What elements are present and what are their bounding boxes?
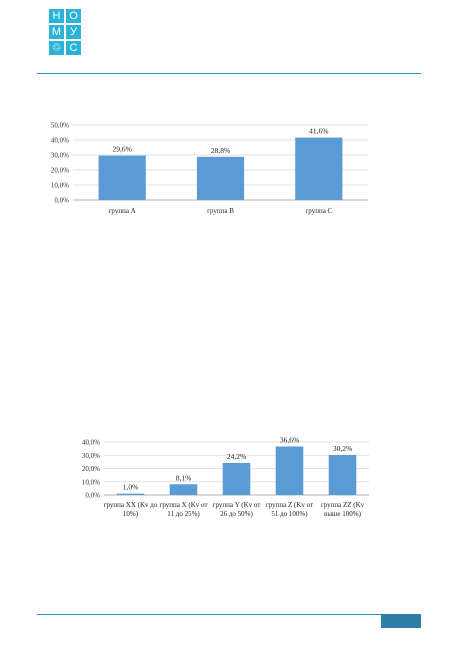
bar — [222, 462, 251, 495]
category-label-line: 51 до 100%) — [271, 510, 308, 518]
category-label: группа Z (Kv от 51 до 100%) — [266, 501, 313, 518]
data-label: 29,6% — [112, 145, 131, 154]
logo-letter: М — [49, 25, 64, 39]
y-tick-label: 40,0% — [82, 439, 100, 447]
data-label: 24,2% — [227, 452, 246, 461]
logo-letter: О — [66, 9, 81, 23]
bar — [196, 156, 245, 200]
bar — [275, 446, 304, 495]
category-label-line: группа С — [305, 207, 332, 215]
bar — [116, 493, 145, 495]
category-label-line: группа XX (Kv до — [104, 501, 158, 509]
y-tick-label: 40,0% — [51, 137, 69, 145]
category-label: группа Y (Kv от 26 до 50%) — [213, 501, 261, 518]
category-label-line: 26 до 50%) — [220, 510, 253, 518]
y-tick-label: 30,0% — [82, 452, 100, 460]
category-label-line: группа В — [207, 207, 234, 215]
y-tick-label: 0,0% — [54, 197, 69, 205]
page-number-tab — [381, 614, 421, 628]
y-tick-label: 10,0% — [51, 182, 69, 190]
category-label-line: 10%) — [123, 510, 139, 518]
data-label: 30,2% — [333, 444, 352, 453]
category-label: группа С — [305, 207, 332, 215]
category-label: группа А — [109, 207, 136, 215]
logo-letter: Н — [49, 9, 64, 23]
data-label: 1,0% — [123, 483, 139, 492]
category-label-line: группа А — [109, 207, 136, 215]
data-label: 41,6% — [309, 127, 328, 136]
category-label: группа В — [207, 207, 234, 215]
y-tick-label: 20,0% — [51, 167, 69, 175]
data-label: 8,1% — [176, 473, 192, 482]
category-label: группа X (Kv от 11 до 25%) — [159, 501, 207, 518]
bar — [169, 484, 198, 495]
category-label: группа XX (Kv до 10%) — [104, 501, 158, 518]
category-label-line: 11 до 25%) — [167, 510, 200, 518]
header-divider — [37, 73, 421, 74]
y-tick-label: 30,0% — [51, 152, 69, 160]
bar — [98, 155, 146, 200]
nomus-logo: Н О М У ♲ С — [49, 9, 81, 69]
category-label-line: группа Y (Kv от — [213, 501, 261, 509]
category-label-line: выше 100%) — [324, 510, 362, 518]
y-tick-label: 50,0% — [51, 122, 69, 130]
logo-letter: С — [66, 41, 81, 55]
logo-letter: У — [66, 25, 81, 39]
bar — [295, 137, 343, 200]
footer-divider — [37, 614, 421, 615]
category-label-line: группа X (Kv от — [159, 501, 207, 509]
logo-letter: ♲ — [49, 41, 64, 55]
category-label-line: группа ZZ (Kv — [321, 501, 365, 509]
y-tick-label: 0,0% — [85, 492, 100, 500]
category-label-line: группа Z (Kv от — [266, 501, 313, 509]
data-label: 36,6% — [280, 436, 299, 445]
y-tick-label: 20,0% — [82, 465, 100, 473]
y-tick-label: 10,0% — [82, 478, 100, 486]
category-label: группа ZZ (Kv выше 100%) — [321, 501, 365, 518]
data-label: 28,8% — [211, 146, 230, 155]
bar — [328, 454, 357, 495]
